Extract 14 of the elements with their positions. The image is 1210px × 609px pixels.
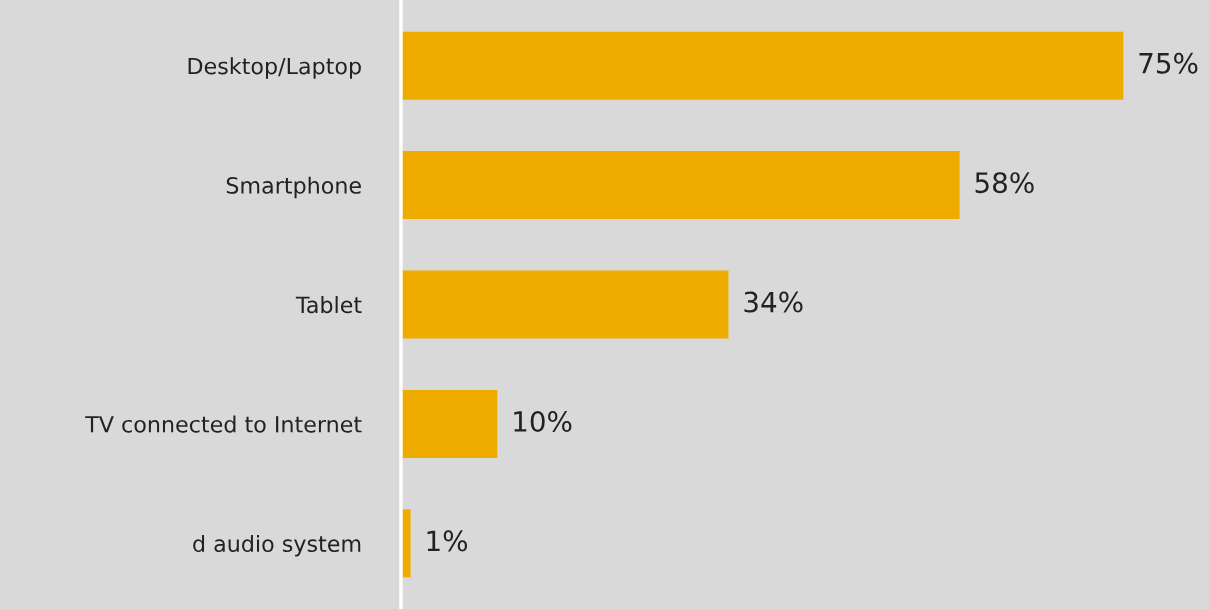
data-label: 75% — [1139, 52, 1198, 74]
bar — [400, 389, 498, 458]
y-tick-label: Tablet — [295, 296, 362, 314]
data-label: 58% — [975, 172, 1034, 194]
y-tick-label: Smartphone — [226, 176, 361, 199]
y-tick-label: TV connected to Internet — [85, 415, 362, 433]
y-tick-label: d audio system — [193, 534, 361, 557]
data-label: 34% — [744, 291, 803, 313]
bar — [400, 31, 1124, 100]
bar — [400, 151, 960, 220]
data-label: 10% — [514, 410, 572, 432]
data-label: 1% — [427, 530, 468, 552]
y-tick-label: Desktop/Laptop — [188, 57, 361, 79]
bar — [400, 270, 729, 339]
